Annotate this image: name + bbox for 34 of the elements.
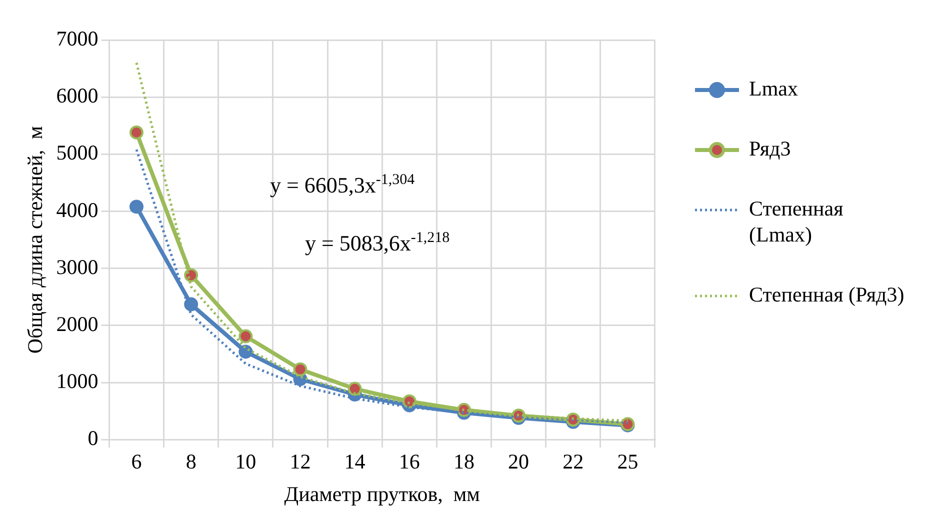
y-tick-label: 1000 [56,369,98,394]
x-tick-label: 25 [617,450,638,474]
x-tick-label: 6 [131,450,142,474]
x-tick-label: 12 [290,450,311,474]
point [238,344,253,359]
x-tick-label: 22 [562,450,584,474]
x-tick-label: 20 [508,450,530,474]
y-tick-label: 3000 [56,254,98,279]
y-tick-label: 4000 [56,198,98,222]
point [184,268,198,282]
x-tick-label: 14 [344,450,366,474]
y-tick-label: 6000 [56,84,98,108]
point [348,382,362,396]
y-tick-label: 2000 [56,312,98,336]
legend-label: Ряд3 [749,136,791,161]
legend-label: Lmax [749,76,798,101]
x-axis-title: Диаметр прутков, мм [284,482,480,506]
annotation: y = 5083,6x$^{-1,218}$ [305,230,450,256]
x-tick-label: 16 [398,450,420,474]
legend-label: Степенная (Ряд3) [749,282,904,307]
annotation: y = 6605,3x$^{-1,304}$ [270,172,415,198]
point [129,125,144,140]
x-tick-label: 10 [235,450,256,474]
point [184,297,198,312]
legend-label: Степенная (Lmax) [749,196,844,247]
y-tick-label: 7000 [56,26,98,51]
x-tick-label: 8 [186,450,196,474]
point [129,200,144,214]
y-axis-title: Общая длина стежней, м [23,126,48,354]
point [293,362,308,376]
y-tick-label: 5000 [56,140,98,165]
x-tick-label: 18 [453,450,474,474]
point [238,329,253,344]
y-tick-label: 0 [88,426,98,450]
